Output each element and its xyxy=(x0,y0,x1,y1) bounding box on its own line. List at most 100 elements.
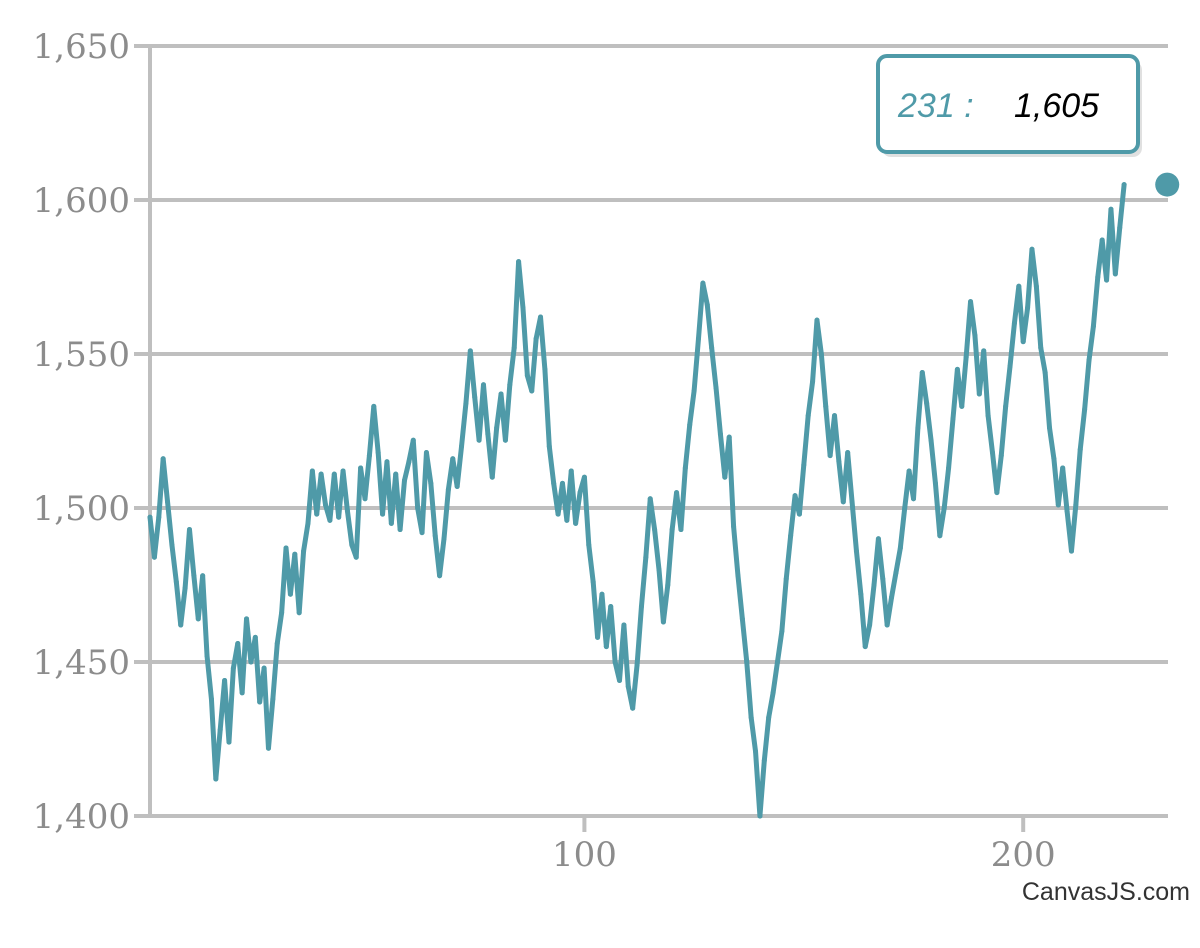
data-point xyxy=(985,413,991,419)
data-point xyxy=(1055,502,1061,508)
series-line xyxy=(147,182,1127,819)
data-point xyxy=(704,302,710,308)
data-point xyxy=(226,739,232,745)
data-point xyxy=(665,582,671,588)
data-point xyxy=(678,527,684,533)
data-point xyxy=(796,511,802,517)
data-point xyxy=(274,641,280,647)
data-point xyxy=(415,505,421,511)
data-point xyxy=(358,465,364,471)
data-point xyxy=(652,527,658,533)
data-point xyxy=(968,299,974,305)
gridlines xyxy=(134,44,1168,818)
y-tick-label: 1,500 xyxy=(33,489,130,529)
data-point xyxy=(687,422,693,428)
data-point xyxy=(568,468,574,474)
data-point xyxy=(498,391,504,397)
data-point xyxy=(998,453,1004,459)
data-point xyxy=(915,425,921,431)
y-tick-labels: 1,400 1,450 1,500 1,550 1,600 1,650 xyxy=(33,27,130,837)
data-point xyxy=(941,505,947,511)
data-point xyxy=(889,594,895,600)
data-point xyxy=(191,573,197,579)
data-point xyxy=(660,619,666,625)
data-point xyxy=(840,499,846,505)
data-point xyxy=(248,659,254,665)
data-point xyxy=(612,659,618,665)
data-point xyxy=(336,514,342,520)
data-point xyxy=(981,348,987,354)
data-point xyxy=(757,813,763,819)
data-point xyxy=(1016,283,1022,289)
data-point xyxy=(911,496,916,502)
data-point xyxy=(156,514,162,520)
data-point xyxy=(858,591,864,597)
data-point xyxy=(669,527,675,533)
data-point xyxy=(1025,305,1031,311)
data-point xyxy=(823,403,829,409)
y-tick-label: 1,650 xyxy=(33,27,130,67)
data-point xyxy=(301,548,307,554)
x-tick-label: 200 xyxy=(991,835,1056,875)
data-point xyxy=(954,366,960,372)
data-point xyxy=(551,480,557,486)
data-point xyxy=(638,604,644,610)
data-point xyxy=(845,450,851,456)
data-point xyxy=(555,511,561,517)
data-point xyxy=(437,573,443,579)
data-point xyxy=(880,576,886,582)
data-point xyxy=(792,493,798,499)
data-point xyxy=(932,480,938,486)
data-point xyxy=(283,545,289,551)
data-point xyxy=(709,345,715,351)
data-point xyxy=(1090,323,1096,329)
data-point xyxy=(674,490,680,496)
data-point xyxy=(419,530,425,536)
data-point xyxy=(397,527,403,533)
credit-text[interactable]: CanvasJS.com xyxy=(1022,878,1190,906)
data-point xyxy=(410,437,416,443)
x-tick-labels: 100 200 xyxy=(552,816,1056,875)
series-layer xyxy=(147,182,1127,819)
data-point xyxy=(1117,225,1123,231)
data-point xyxy=(810,379,816,385)
data-point xyxy=(230,665,236,671)
data-point xyxy=(959,403,965,409)
data-point xyxy=(713,385,719,391)
data-point xyxy=(178,622,184,628)
data-point xyxy=(849,499,855,505)
data-point xyxy=(924,400,930,406)
data-point xyxy=(581,474,587,480)
data-point xyxy=(788,533,794,539)
data-point xyxy=(950,416,956,422)
data-point xyxy=(1047,425,1053,431)
data-point xyxy=(208,696,214,702)
data-point xyxy=(200,573,206,579)
data-point xyxy=(1003,403,1009,409)
y-tick-label: 1,400 xyxy=(33,797,130,837)
data-point xyxy=(989,450,995,456)
data-point xyxy=(972,333,978,339)
highlight-point[interactable] xyxy=(1155,172,1180,197)
data-point xyxy=(976,391,982,397)
data-point xyxy=(287,591,293,597)
data-point xyxy=(186,527,192,533)
data-point xyxy=(963,354,969,360)
data-point xyxy=(384,459,390,465)
data-point xyxy=(1020,339,1026,345)
data-point xyxy=(595,634,601,640)
data-point xyxy=(432,533,438,539)
x-tick-label: 100 xyxy=(552,835,617,875)
data-point xyxy=(270,696,276,702)
data-point xyxy=(634,662,640,668)
data-point xyxy=(344,508,350,514)
data-point xyxy=(318,471,324,477)
data-point xyxy=(573,520,579,526)
data-point xyxy=(165,499,171,505)
data-point xyxy=(1073,502,1079,508)
data-point xyxy=(1038,345,1044,351)
data-point xyxy=(814,317,820,323)
data-point xyxy=(603,644,609,650)
data-point xyxy=(217,727,223,733)
